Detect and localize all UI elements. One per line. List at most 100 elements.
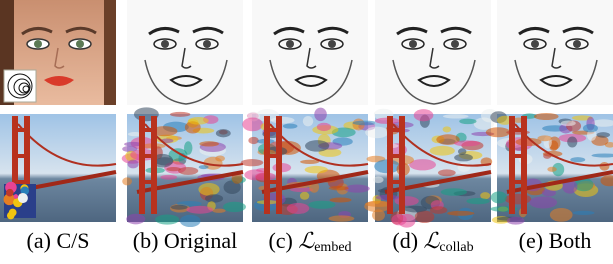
brush-stroke — [317, 123, 331, 131]
inset-blob — [14, 194, 19, 199]
brush-stroke — [329, 186, 349, 190]
bridge-image — [486, 111, 613, 224]
hair — [104, 0, 116, 105]
caption-text: Original — [164, 228, 237, 253]
brush-stroke — [122, 177, 132, 185]
brush-stroke — [305, 140, 329, 152]
brush-stroke — [241, 159, 263, 166]
brush-stroke — [216, 129, 231, 137]
brush-stroke — [305, 166, 328, 174]
brush-stroke — [186, 206, 213, 214]
brush-stroke — [170, 112, 190, 117]
brush-stroke — [454, 140, 480, 146]
brush-stroke — [570, 157, 585, 162]
bridge-image — [122, 107, 246, 227]
brush-stroke — [447, 211, 474, 216]
tower-beam — [509, 180, 527, 184]
brush-stroke — [303, 116, 313, 126]
brush-stroke — [567, 136, 577, 147]
brush-stroke — [300, 192, 309, 200]
brush-stroke — [128, 160, 139, 169]
caption-text: C/S — [56, 228, 89, 253]
caption: (b) Original — [123, 228, 247, 254]
caption: (a) C/S — [0, 228, 120, 254]
brush-stroke — [404, 206, 427, 213]
face-image — [497, 0, 613, 105]
brush-stroke — [561, 120, 576, 126]
bridge-image — [364, 109, 498, 228]
tower-beam — [12, 154, 30, 158]
brush-stroke — [373, 176, 384, 183]
tower-beam — [139, 180, 157, 184]
caption-text: Both — [549, 228, 592, 253]
iris — [451, 40, 459, 48]
brush-stroke — [308, 201, 335, 209]
brush-stroke — [466, 198, 489, 204]
inset-blob — [9, 209, 17, 217]
caption-label: (a) — [27, 228, 51, 253]
brush-stroke — [160, 175, 177, 180]
brush-stroke — [155, 214, 179, 224]
brush-stroke — [596, 132, 610, 138]
tower-beam — [387, 154, 405, 158]
brush-stroke — [391, 214, 406, 225]
face-image — [127, 0, 243, 105]
iris — [286, 40, 294, 48]
caption-subscript: embed — [314, 240, 351, 255]
brush-stroke — [583, 124, 598, 132]
brush-stroke — [171, 205, 188, 210]
brush-stroke — [271, 117, 295, 124]
brush-stroke — [438, 169, 456, 176]
brush-stroke — [550, 208, 573, 222]
caption: (c) ℒembed — [248, 228, 372, 256]
brush-stroke — [415, 211, 435, 223]
iris — [328, 40, 336, 48]
brush-stroke — [459, 119, 476, 125]
iris — [161, 40, 169, 48]
brush-stroke — [248, 137, 258, 144]
iris — [34, 40, 42, 48]
face-image — [375, 0, 491, 105]
brush-stroke — [454, 154, 473, 162]
bridge-image — [0, 114, 116, 222]
brush-stroke — [283, 124, 298, 129]
caption-label: (b) — [133, 228, 159, 253]
face-image — [0, 0, 116, 105]
brush-stroke — [505, 194, 532, 205]
iris — [76, 40, 84, 48]
tower-beam — [509, 154, 527, 158]
tower-beam — [387, 128, 405, 132]
brush-stroke — [573, 211, 595, 215]
caption-subscript: collab — [439, 240, 473, 255]
tower-beam — [139, 154, 157, 158]
iris — [409, 40, 417, 48]
brush-stroke — [199, 165, 209, 169]
brush-stroke — [491, 191, 507, 203]
iris — [573, 40, 581, 48]
brush-stroke — [443, 126, 452, 132]
brush-stroke — [314, 108, 327, 121]
brush-stroke — [414, 109, 434, 121]
bridge-image — [241, 108, 377, 222]
caption-symbol: ℒ — [424, 229, 440, 254]
brush-stroke — [534, 113, 559, 120]
brush-stroke — [205, 194, 223, 202]
inset-blob — [6, 189, 14, 197]
iris — [203, 40, 211, 48]
brush-stroke — [507, 217, 525, 225]
brush-stroke — [529, 196, 557, 208]
face-image — [252, 0, 368, 105]
brush-stroke — [353, 121, 378, 126]
caption-symbol: ℒ — [298, 229, 314, 254]
brush-stroke — [430, 206, 447, 214]
caption-label: (d) — [392, 228, 418, 253]
figure: (a) C/S(b) Original(c) ℒembed(d) ℒcollab… — [0, 0, 613, 264]
brush-stroke — [242, 117, 263, 131]
brush-stroke — [328, 215, 354, 221]
brush-stroke — [537, 135, 552, 141]
brush-stroke — [443, 114, 469, 118]
tower-beam — [12, 128, 30, 132]
caption: (d) ℒcollab — [371, 228, 495, 256]
brush-stroke — [126, 214, 145, 225]
brush-stroke — [441, 188, 467, 195]
